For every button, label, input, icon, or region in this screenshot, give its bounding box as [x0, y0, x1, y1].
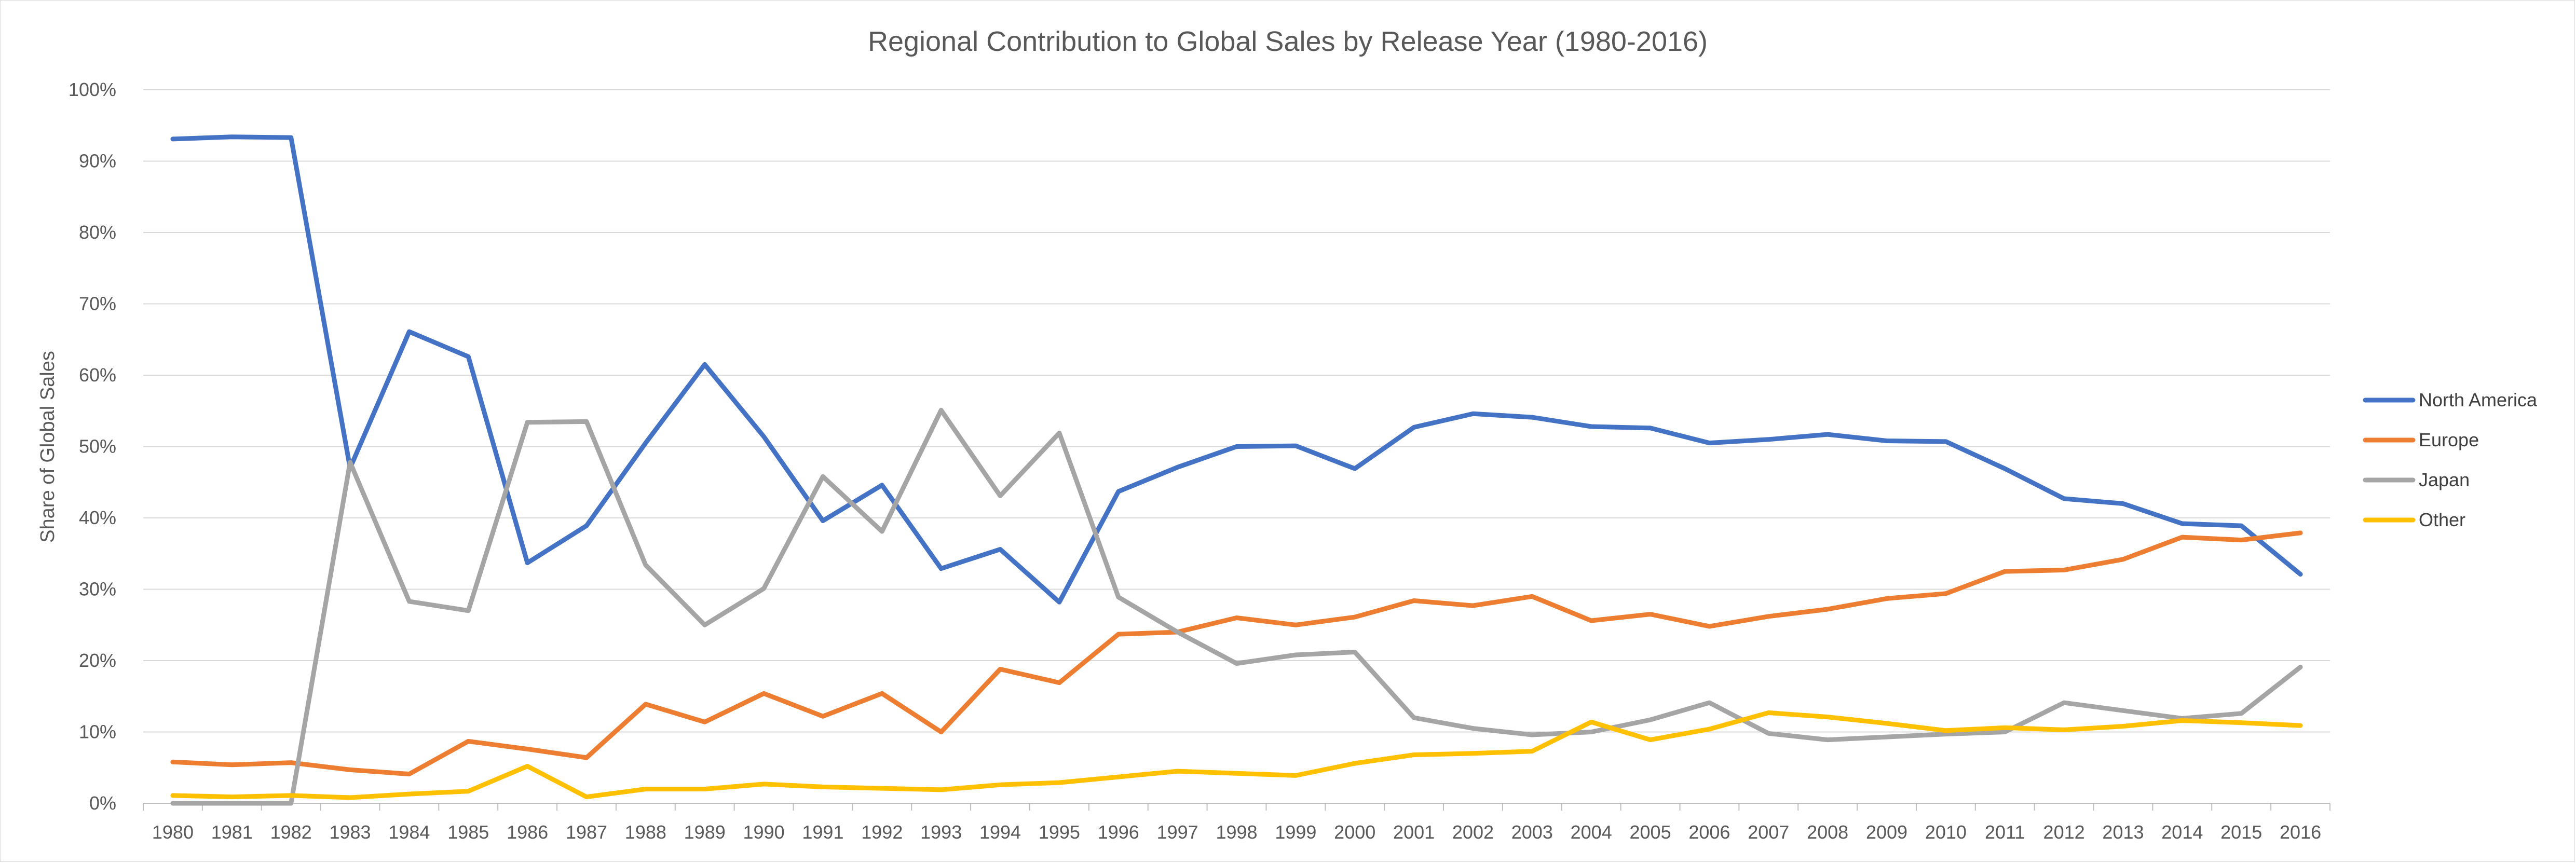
x-tick-label: 1993 [920, 821, 962, 843]
legend-label-other: Other [2419, 509, 2465, 530]
x-tick-label: 2000 [1334, 821, 1375, 843]
x-tick-label: 2013 [2102, 821, 2144, 843]
x-tick-label: 1984 [388, 821, 430, 843]
y-tick-label: 70% [79, 293, 116, 314]
series-line-north-america [170, 134, 2303, 605]
x-tick-label: 2010 [1925, 821, 1967, 843]
x-tick-label: 2004 [1571, 821, 1612, 843]
gridlines [143, 89, 2330, 811]
x-tick-label: 2012 [2043, 821, 2085, 843]
y-tick-label: 90% [79, 150, 116, 172]
y-tick-label: 10% [79, 721, 116, 743]
x-tick-label: 1988 [625, 821, 666, 843]
y-tick-label: 0% [89, 792, 116, 814]
x-tick-label: 2014 [2161, 821, 2203, 843]
x-tick-label: 1980 [152, 821, 194, 843]
x-tick-label: 2008 [1807, 821, 1848, 843]
x-tick-label: 1985 [447, 821, 489, 843]
x-tick-label: 2001 [1393, 821, 1435, 843]
legend-label-europe: Europe [2419, 429, 2479, 450]
x-tick-label: 2002 [1452, 821, 1494, 843]
y-tick-label: 40% [79, 507, 116, 528]
x-axis-ticks: 1980 1981 1982 1983 1984 1985 1986 1987 1988 1989… [152, 821, 2321, 843]
chart-title: Regional Contribution to Global Sales by… [868, 26, 1708, 57]
y-axis-title: Share of Global Sales [37, 351, 59, 543]
x-tick-label: 1981 [211, 821, 253, 843]
x-tick-label: 1991 [802, 821, 843, 843]
x-tick-label: 2011 [1985, 821, 2025, 843]
x-tick-label: 1989 [684, 821, 726, 843]
x-tick-label: 2003 [1511, 821, 1553, 843]
x-tick-label: 1995 [1039, 821, 1080, 843]
x-tick-label: 1994 [979, 821, 1021, 843]
x-tick-label: 2005 [1630, 821, 1671, 843]
x-tick-label: 1996 [1098, 821, 1139, 843]
x-tick-label: 1998 [1216, 821, 1257, 843]
y-tick-label: 20% [79, 650, 116, 671]
x-tick-label: 1986 [507, 821, 548, 843]
x-tick-label: 1990 [743, 821, 785, 843]
x-tick-label: 2007 [1748, 821, 1789, 843]
y-tick-label: 50% [79, 436, 116, 457]
series-lines [170, 134, 2303, 806]
series-line-europe [170, 530, 2303, 777]
x-tick-label: 2009 [1866, 821, 1907, 843]
x-tick-label: 2015 [2220, 821, 2262, 843]
y-tick-label: 30% [79, 579, 116, 600]
series-line-other [170, 710, 2303, 800]
x-tick-label: 1992 [861, 821, 903, 843]
x-tick-label: 1982 [270, 821, 312, 843]
legend-label-north-america: North America [2419, 389, 2538, 410]
x-tick-label: 1997 [1157, 821, 1198, 843]
y-axis-ticks: 0% 10% 20% 30% 40% 50% 60% 70% 80% 90% 100% [69, 79, 116, 814]
y-tick-label: 100% [69, 79, 116, 100]
legend: North America Europe Japan Other [2363, 389, 2538, 530]
x-tick-label: 1999 [1275, 821, 1316, 843]
x-tick-label: 2006 [1688, 821, 1730, 843]
legend-label-japan: Japan [2419, 469, 2470, 490]
x-tick-label: 1983 [329, 821, 371, 843]
x-tick-label: 2016 [2280, 821, 2321, 843]
series-line-japan [170, 407, 2303, 806]
y-tick-label: 80% [79, 222, 116, 243]
y-tick-label: 60% [79, 364, 116, 386]
x-tick-label: 1987 [566, 821, 607, 843]
